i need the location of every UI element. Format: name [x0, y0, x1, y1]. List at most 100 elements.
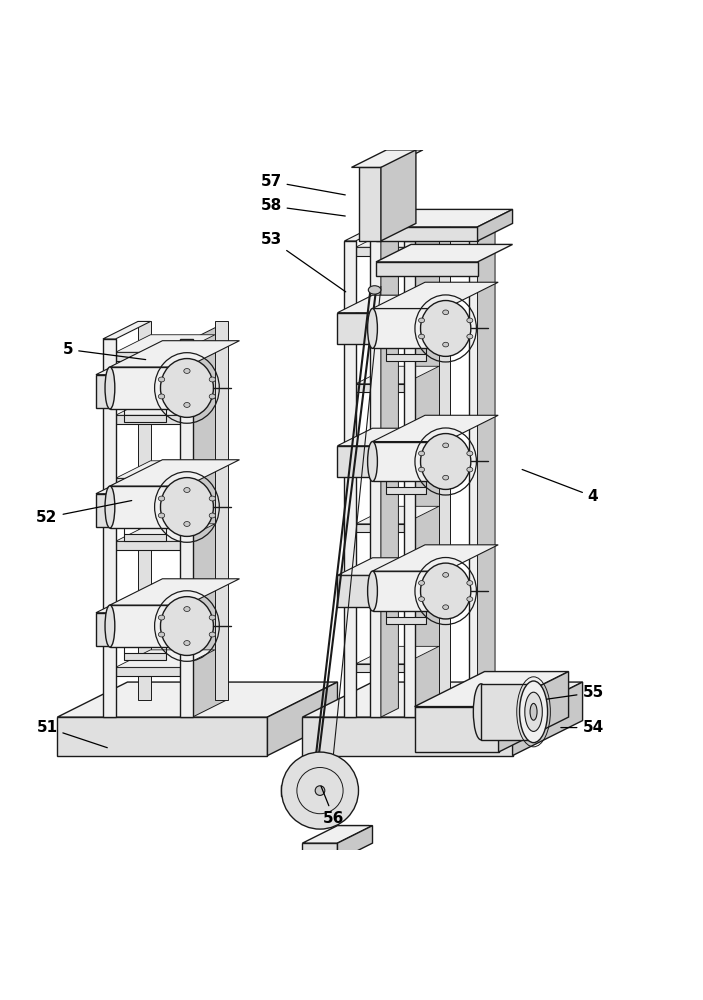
Text: 56: 56 — [321, 786, 344, 826]
Ellipse shape — [183, 607, 190, 612]
Polygon shape — [96, 494, 162, 527]
Ellipse shape — [281, 752, 359, 829]
Polygon shape — [404, 241, 415, 717]
Polygon shape — [356, 247, 404, 256]
Text: 55: 55 — [547, 685, 604, 700]
Ellipse shape — [183, 402, 190, 407]
Polygon shape — [115, 604, 180, 613]
Polygon shape — [162, 357, 198, 408]
Polygon shape — [337, 428, 439, 446]
Ellipse shape — [158, 394, 165, 399]
Polygon shape — [356, 314, 404, 322]
Polygon shape — [356, 366, 439, 384]
Polygon shape — [356, 646, 439, 664]
Text: 51: 51 — [37, 720, 108, 748]
Polygon shape — [356, 524, 404, 532]
Polygon shape — [110, 605, 187, 647]
Polygon shape — [96, 595, 198, 613]
Ellipse shape — [158, 632, 165, 637]
Ellipse shape — [315, 786, 325, 795]
Polygon shape — [337, 575, 404, 607]
Ellipse shape — [530, 703, 537, 720]
Text: 52: 52 — [37, 501, 131, 525]
Ellipse shape — [525, 692, 542, 731]
Polygon shape — [376, 227, 477, 241]
Ellipse shape — [418, 467, 425, 472]
Polygon shape — [376, 209, 512, 227]
Polygon shape — [415, 223, 450, 717]
Ellipse shape — [420, 301, 471, 356]
Polygon shape — [337, 313, 404, 344]
Polygon shape — [115, 335, 215, 352]
Ellipse shape — [160, 359, 214, 417]
Ellipse shape — [105, 486, 115, 528]
Ellipse shape — [105, 367, 115, 409]
Ellipse shape — [473, 684, 489, 740]
Ellipse shape — [418, 334, 425, 339]
Text: 57: 57 — [260, 174, 345, 195]
Polygon shape — [344, 241, 356, 717]
Polygon shape — [477, 209, 512, 241]
Text: 54: 54 — [561, 720, 604, 735]
Polygon shape — [344, 223, 391, 241]
Ellipse shape — [209, 394, 216, 399]
Ellipse shape — [158, 377, 165, 382]
Polygon shape — [115, 415, 180, 424]
Polygon shape — [356, 594, 404, 602]
Polygon shape — [373, 308, 446, 348]
Ellipse shape — [443, 605, 449, 609]
Polygon shape — [115, 541, 180, 550]
Polygon shape — [115, 478, 180, 487]
Polygon shape — [376, 244, 512, 262]
Polygon shape — [337, 826, 373, 861]
Polygon shape — [404, 295, 439, 344]
Polygon shape — [337, 558, 439, 575]
Ellipse shape — [443, 573, 449, 577]
Polygon shape — [356, 436, 439, 454]
Polygon shape — [356, 576, 439, 594]
Ellipse shape — [418, 318, 425, 323]
Polygon shape — [115, 667, 180, 676]
Polygon shape — [381, 150, 416, 241]
Polygon shape — [103, 321, 150, 339]
Ellipse shape — [183, 488, 190, 492]
Ellipse shape — [209, 615, 216, 620]
Polygon shape — [267, 682, 337, 756]
Ellipse shape — [467, 334, 473, 339]
Polygon shape — [115, 398, 215, 415]
Ellipse shape — [160, 478, 214, 536]
Ellipse shape — [209, 632, 216, 637]
Ellipse shape — [183, 641, 190, 645]
Ellipse shape — [467, 467, 473, 472]
Polygon shape — [373, 571, 446, 611]
Polygon shape — [124, 415, 166, 422]
Polygon shape — [373, 442, 446, 481]
Polygon shape — [337, 446, 404, 477]
Ellipse shape — [467, 451, 473, 456]
Polygon shape — [404, 558, 439, 607]
Ellipse shape — [467, 581, 473, 585]
Polygon shape — [193, 321, 228, 717]
Ellipse shape — [368, 308, 378, 348]
Text: 58: 58 — [260, 198, 345, 216]
Polygon shape — [512, 682, 583, 756]
Polygon shape — [481, 684, 534, 740]
Ellipse shape — [443, 310, 449, 315]
Polygon shape — [162, 595, 198, 646]
Polygon shape — [281, 785, 290, 796]
Polygon shape — [124, 534, 166, 541]
Polygon shape — [373, 415, 498, 442]
Ellipse shape — [183, 522, 190, 526]
Ellipse shape — [209, 496, 216, 501]
Text: 4: 4 — [522, 469, 598, 504]
Polygon shape — [162, 476, 198, 527]
Polygon shape — [58, 682, 337, 717]
Ellipse shape — [183, 369, 190, 373]
Ellipse shape — [443, 443, 449, 448]
Polygon shape — [469, 227, 477, 717]
Ellipse shape — [420, 563, 471, 619]
Polygon shape — [110, 367, 187, 409]
Polygon shape — [96, 613, 162, 646]
Polygon shape — [302, 843, 337, 861]
Polygon shape — [96, 357, 198, 375]
